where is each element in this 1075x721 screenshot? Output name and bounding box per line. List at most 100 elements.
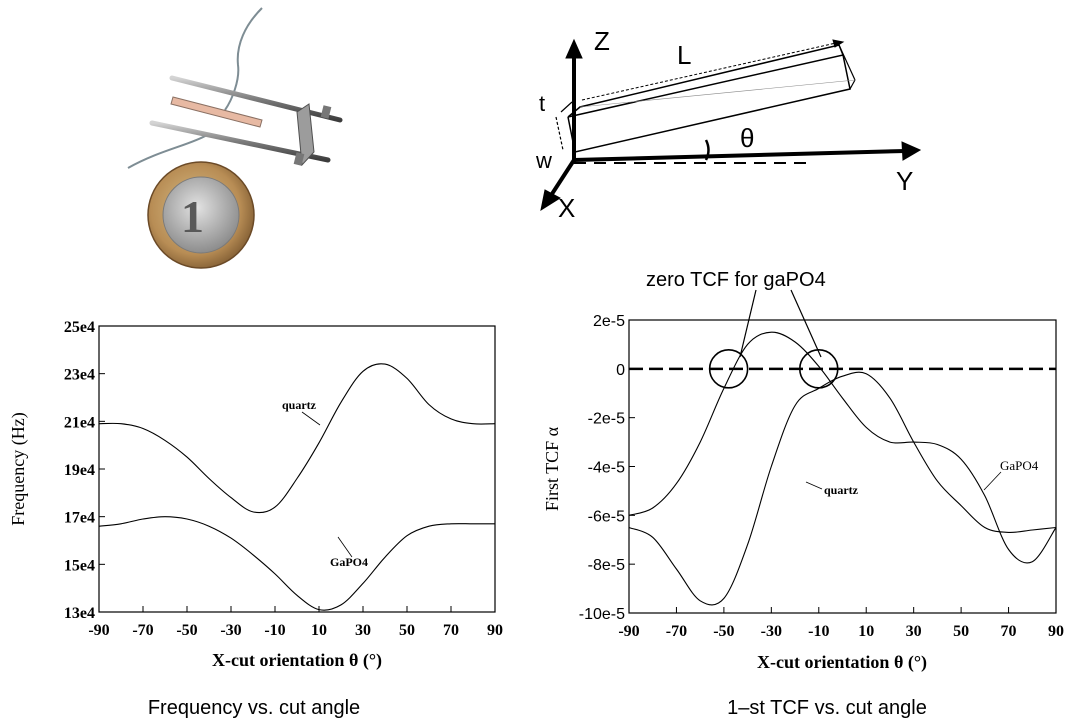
y-tick-label: -8e-5 [588, 557, 625, 574]
x-tick-label: 30 [906, 623, 922, 640]
nut-lower [293, 152, 305, 166]
clamp-plate [296, 103, 315, 167]
series-label-quartz-leader [805, 481, 823, 490]
y-arrowhead [901, 141, 922, 161]
series-lines [628, 331, 1057, 606]
w-label: w [535, 148, 552, 173]
x-tick-label: -10 [264, 622, 285, 639]
L-arrowhead [832, 39, 845, 48]
x-arrowhead [540, 189, 561, 212]
plot-frame [628, 319, 1057, 614]
y-tick-label: 23e4 [64, 367, 95, 384]
chart-caption: Frequency vs. cut angle [148, 697, 360, 719]
rod-upper [169, 75, 343, 123]
chart-caption: 1–st TCF vs. cut angle [727, 697, 927, 719]
y-axis-label: First TCF α [542, 426, 562, 511]
x-axis [548, 158, 576, 199]
x-tick-label: -90 [88, 622, 109, 639]
x-tick-label: -70 [666, 623, 687, 640]
x-tick-label: 30 [355, 622, 371, 639]
zero-crossing-circle [708, 349, 749, 389]
y-tick-label: 2e-5 [593, 313, 625, 330]
series-line-gapo4 [98, 516, 495, 611]
y-tick-label: 13e4 [64, 605, 95, 622]
cut-diagram [540, 38, 922, 212]
y-axis [573, 149, 906, 162]
x-tick-label: -50 [176, 622, 197, 639]
series-label-gapo4-leader [337, 536, 353, 558]
x-tick-label: -90 [618, 623, 639, 640]
zero-crossing-circle [798, 349, 839, 389]
x-tick-label: 70 [1001, 623, 1017, 640]
x-tick-label: 90 [1048, 623, 1064, 640]
x-axis-ticks: -90 -70 -50 -30 -10 10 30 50 70 90 [618, 607, 1064, 640]
t-dimension [560, 101, 573, 113]
L-label: L [677, 40, 691, 70]
series-line-quartz [628, 371, 1057, 606]
series-label-gapo4-leader [983, 471, 1002, 491]
y-tick-label: 25e4 [64, 319, 95, 336]
series-line-gapo4 [628, 331, 1057, 564]
series-line-quartz [98, 363, 496, 514]
bar-edge-bottom [849, 79, 856, 90]
series-label-quartz: quartz [282, 398, 317, 412]
x-axis-label: X-cut orientation θ (°) [757, 652, 927, 673]
w-dimension [555, 116, 564, 151]
crystal-bar [170, 96, 263, 128]
y-tick-label: 15e4 [64, 557, 95, 574]
y-tick-label: -4e-5 [588, 460, 625, 477]
zero-crossing-markers [708, 349, 839, 389]
theta-arc [704, 139, 710, 161]
x-tick-label: 10 [311, 622, 327, 639]
wire-upper [224, 7, 263, 111]
x-label: X [558, 193, 575, 223]
plot-frame [98, 325, 496, 613]
y-axis-ticks: -10e-5 -8e-5 -6e-5 -4e-5 -2e-5 0 2e-5 [579, 313, 635, 623]
bar-edge-right [838, 44, 856, 81]
y-tick-label: 19e4 [64, 462, 95, 479]
series-label-gapo4: GaPO4 [330, 555, 368, 569]
x-tick-label: -30 [220, 622, 241, 639]
y-tick-label: 21e4 [64, 414, 95, 431]
x-tick-label: 50 [953, 623, 969, 640]
y-label: Y [896, 166, 913, 196]
coin-center [162, 176, 240, 254]
theta-label: θ [740, 123, 754, 153]
wire-lower [127, 134, 208, 169]
resonator-photo: 1 [127, 7, 343, 269]
frequency-chart: -90 -70 -50 -30 -10 10 30 50 70 90 13e4 15e4 17e4 19… [8, 319, 503, 719]
tcf-chart: -90 -70 -50 -30 -10 10 30 50 70 90 -10e-5 -8e-5 -6e… [542, 269, 1064, 719]
y-tick-label: -6e-5 [588, 508, 625, 525]
x-tick-label: -70 [132, 622, 153, 639]
x-tick-label: 50 [399, 622, 415, 639]
y-tick-label: 17e4 [64, 510, 95, 527]
y-axis-ticks: 13e4 15e4 17e4 19e4 21e4 23e4 25e4 [64, 319, 105, 622]
x-axis-label: X-cut orientation θ (°) [212, 650, 382, 671]
y-tick-label: 0 [616, 362, 625, 379]
z-arrowhead [565, 38, 583, 59]
x-tick-label: -10 [808, 623, 829, 640]
annotation-arrow-1 [739, 289, 757, 358]
z-label: Z [594, 26, 610, 56]
series-lines [98, 363, 496, 611]
x-tick-label: 70 [443, 622, 459, 639]
bar-hidden-edge [579, 79, 856, 108]
y-tick-label: -10e-5 [579, 606, 625, 623]
x-tick-label: -30 [761, 623, 782, 640]
zero-tcf-annotation: zero TCF for gaPO4 [646, 269, 826, 291]
x-tick-label: 10 [858, 623, 874, 640]
y-axis-label: Frequency (Hz) [8, 412, 29, 525]
y-tick-label: -2e-5 [588, 411, 625, 428]
t-label: t [539, 91, 545, 116]
series-label-quartz: quartz [824, 483, 859, 497]
bar-front-face [567, 54, 851, 153]
x-tick-label: 90 [487, 622, 503, 639]
annotation-arrow-2 [790, 289, 822, 358]
series-label-gapo4: GaPO4 [1000, 458, 1039, 473]
x-tick-label: -50 [713, 623, 734, 640]
x-axis-ticks: -90 -70 -50 -30 -10 10 30 50 70 90 [88, 606, 503, 639]
L-dimension-line [581, 42, 837, 101]
nut-upper [320, 105, 332, 119]
cut-diagram-labels: Z L t w θ Y X [535, 26, 913, 223]
